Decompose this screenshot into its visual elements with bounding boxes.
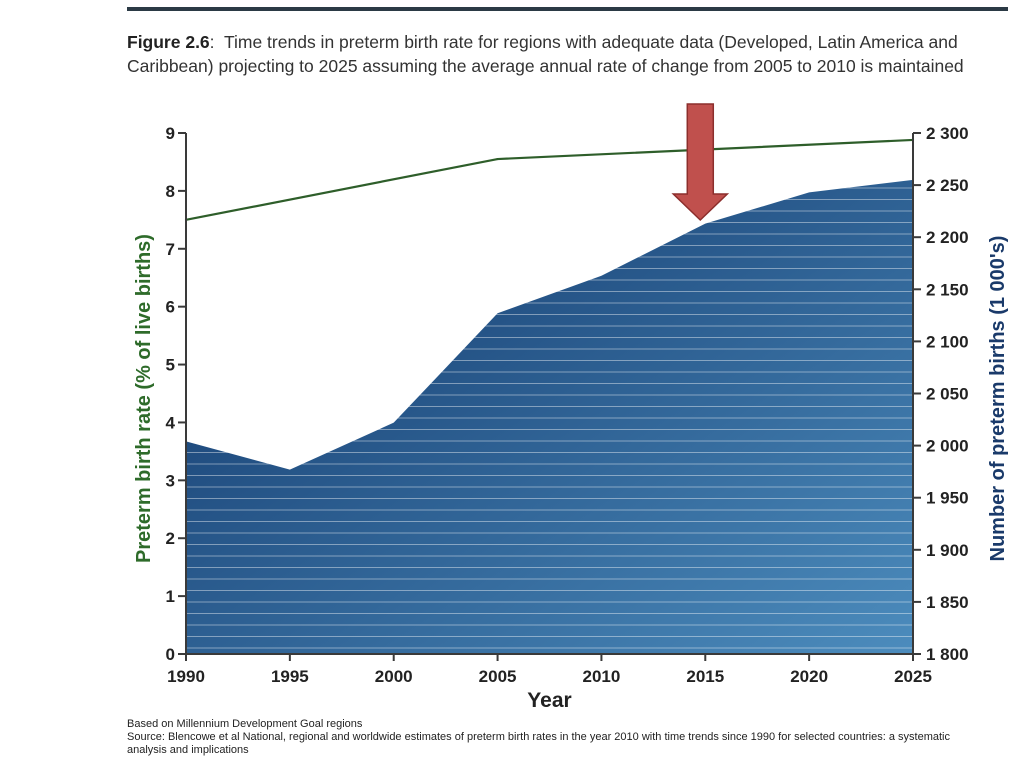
right-tick-label: 2 300	[926, 124, 969, 143]
area-point-2015	[704, 222, 706, 224]
right-tick-label: 2 250	[926, 176, 969, 195]
left-tick-label: 0	[166, 645, 175, 664]
area-point-2005	[496, 312, 498, 314]
left-tick-label: 8	[166, 182, 175, 201]
left-tick-label: 6	[166, 298, 175, 317]
x-axis-title: Year	[527, 689, 571, 712]
figure-label: Figure 2.6	[127, 32, 210, 52]
area-point-2010	[600, 275, 602, 277]
area-point-2000	[393, 421, 395, 423]
left-tick-label: 1	[166, 587, 175, 606]
x-tick-label: 1990	[167, 667, 205, 686]
right-tick-label: 1 850	[926, 593, 969, 612]
x-tick-label: 2025	[894, 667, 932, 686]
notes-region-basis: Based on Millennium Development Goal reg…	[127, 718, 363, 730]
right-tick-label: 2 100	[926, 332, 969, 351]
right-axis-title: Number of preterm births (1 000's)	[987, 236, 1009, 562]
left-tick-label: 2	[166, 529, 175, 548]
top-rule	[127, 7, 1008, 11]
left-tick-label: 5	[166, 356, 175, 375]
left-tick-label: 3	[166, 471, 175, 490]
right-tick-label: 1 900	[926, 541, 969, 560]
area-point-2020	[808, 191, 810, 193]
notes-source: Source: Blencowe et al National, regiona…	[127, 731, 950, 756]
down-arrow-annotation	[671, 103, 730, 222]
figure-notes: Based on Millennium Development Goal reg…	[127, 718, 977, 757]
figure-label-colon: :	[209, 32, 224, 52]
right-tick-label: 2 000	[926, 437, 969, 456]
right-tick-label: 2 200	[926, 228, 969, 247]
right-tick-label: 1 800	[926, 645, 969, 664]
x-tick-label: 1995	[271, 667, 309, 686]
figure-caption-text: Time trends in preterm birth rate for re…	[127, 32, 964, 76]
x-tick-label: 2005	[479, 667, 517, 686]
x-tick-label: 2000	[375, 667, 413, 686]
right-tick-label: 2 150	[926, 280, 969, 299]
left-tick-label: 7	[166, 240, 175, 259]
left-axis-title: Preterm birth rate (% of live births)	[133, 234, 155, 563]
preterm-births-area	[186, 179, 913, 654]
x-tick-label: 2010	[583, 667, 621, 686]
x-tick-label: 2015	[686, 667, 724, 686]
x-tick-label: 2020	[790, 667, 828, 686]
right-tick-label: 1 950	[926, 489, 969, 508]
left-tick-label: 9	[166, 124, 175, 143]
left-tick-label: 4	[166, 413, 176, 432]
rate-point-2005	[496, 157, 499, 161]
figure-caption: Figure 2.6: Time trends in preterm birth…	[127, 30, 997, 78]
area-point-1995	[289, 468, 291, 470]
right-tick-label: 2 050	[926, 385, 969, 404]
